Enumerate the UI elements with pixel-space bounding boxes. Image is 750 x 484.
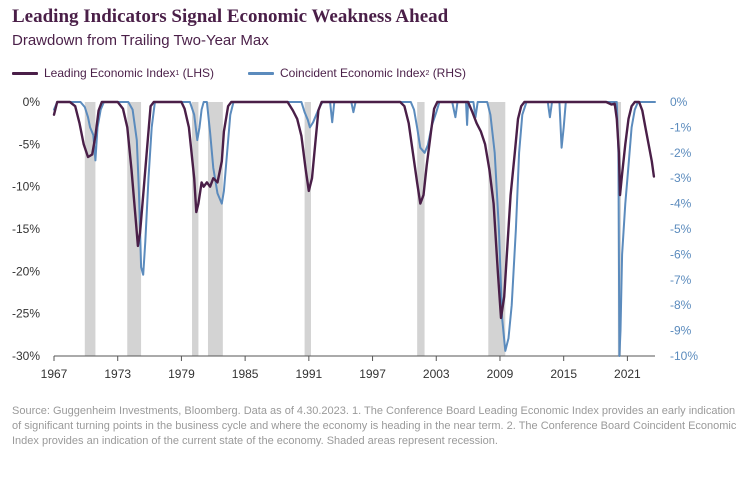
recession-band-2 [192, 102, 199, 356]
x-tick-label-6: 2003 [423, 367, 450, 381]
x-tick-label-1: 1973 [104, 367, 131, 381]
legend-footnote-cei: 2 [425, 69, 430, 77]
y-right-tick-label-10: -10% [670, 349, 698, 363]
x-tick-label-8: 2015 [550, 367, 577, 381]
chart-subtitle: Drawdown from Trailing Two-Year Max [12, 32, 269, 49]
y-left-tick-label-4: -20% [12, 264, 40, 278]
line-chart: 1967 1973 1979 1985 1991 1997 2003 2009 2015 2021… [12, 95, 698, 381]
y-left-tick-label-2: -10% [12, 180, 40, 194]
legend-axis-cei: (RHS) [432, 66, 467, 80]
y-right-tick-label-3: -3% [670, 171, 692, 185]
chart-title: Leading Indicators Signal Economic Weakn… [12, 6, 449, 27]
recession-band-5 [417, 102, 425, 356]
x-tick-label-0: 1967 [41, 367, 68, 381]
y-right-tick-label-4: -4% [670, 197, 692, 211]
source-note: Source: Guggenheim Investments, Bloomber… [12, 405, 737, 447]
legend-item-lei: Leading Economic Index 1 (LHS) [12, 66, 214, 80]
recession-band-3 [207, 102, 223, 356]
y-right-tick-label-6: -6% [670, 247, 692, 261]
x-tick-label-2: 1979 [168, 367, 195, 381]
chart-axes: 1967 1973 1979 1985 1991 1997 2003 2009 2015 2021… [12, 95, 698, 381]
series-line-leading-index [52, 100, 656, 320]
y-left-tick-label-0: 0% [23, 95, 41, 109]
x-tick-label-7: 2009 [487, 367, 514, 381]
recession-bands [84, 102, 622, 356]
recession-band-0 [84, 102, 96, 356]
chart-legend: Leading Economic Index 1 (LHS) Coincident… [12, 66, 500, 80]
x-tick-label-3: 1985 [232, 367, 259, 381]
x-tick-label-5: 1997 [359, 367, 386, 381]
y-left-tick-label-6: -30% [12, 349, 40, 363]
y-right-tick-label-0: 0% [670, 95, 688, 109]
series-line-coincident-index [53, 101, 656, 357]
series-lines [52, 100, 656, 357]
y-left-tick-label-5: -25% [12, 307, 40, 321]
y-left-tick-label-3: -15% [12, 222, 40, 236]
y-right-tick-label-9: -9% [670, 324, 692, 338]
legend-footnote-lei: 1 [175, 69, 180, 77]
y-right-tick-label-5: -5% [670, 222, 692, 236]
y-left-tick-label-1: -5% [19, 137, 41, 151]
y-right-tick-label-1: -1% [670, 120, 692, 134]
x-tick-label-9: 2021 [614, 367, 641, 381]
legend-swatch-lei [12, 71, 38, 75]
legend-axis-lei: (LHS) [182, 66, 215, 80]
legend-label-cei: Coincident Economic Index [280, 66, 426, 80]
x-tick-label-4: 1991 [295, 367, 322, 381]
legend-item-cei: Coincident Economic Index 2 (RHS) [248, 66, 466, 80]
recession-band-4 [304, 102, 311, 356]
y-right-tick-label-7: -7% [670, 273, 692, 287]
legend-label-lei: Leading Economic Index [44, 66, 176, 80]
y-right-tick-label-2: -2% [670, 146, 692, 160]
legend-swatch-cei [248, 71, 275, 75]
y-right-tick-label-8: -8% [670, 298, 692, 312]
